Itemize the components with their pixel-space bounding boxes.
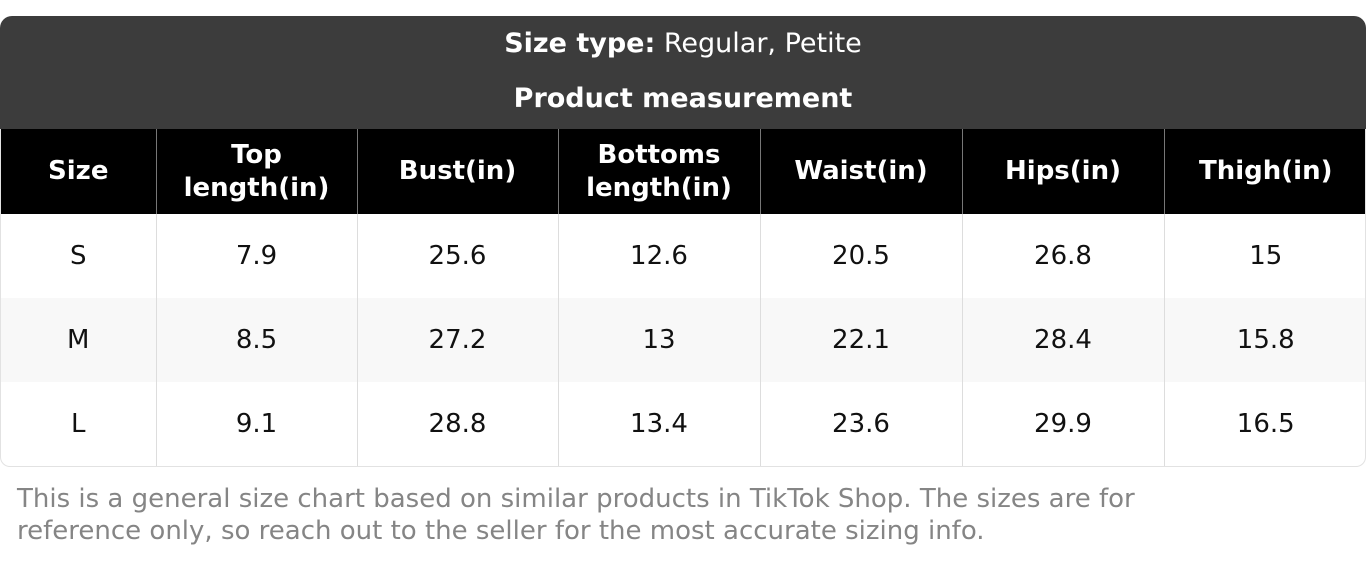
measurement-cell: 15.8 xyxy=(1163,298,1365,382)
measurement-cell: 28.4 xyxy=(961,298,1164,382)
column-header: Size xyxy=(1,129,156,214)
size-cell: M xyxy=(1,298,156,382)
header-row: Size Top length(in) Bust(in) Bottoms length… xyxy=(1,129,1365,214)
measurement-cell: 22.1 xyxy=(759,298,962,382)
measurement-cell: 8.5 xyxy=(155,298,357,382)
chart-header: Size type: Regular, Petite Product measu… xyxy=(0,16,1366,129)
size-type-value: Regular, Petite xyxy=(663,28,862,59)
measurement-cell: 12.6 xyxy=(557,214,760,298)
column-header: Waist(in) xyxy=(759,129,962,214)
table-frame: Size Top length(in) Bust(in) Bottoms length… xyxy=(0,129,1366,467)
column-header: Bust(in) xyxy=(356,129,558,214)
measurement-cell: 13.4 xyxy=(557,382,760,466)
measurement-cell: 20.5 xyxy=(759,214,962,298)
size-cell: L xyxy=(71,409,86,439)
table-body: S 7.9 25.6 12.6 20.5 26.8 15 M 8.5 27.2 13 22.1 28.4… xyxy=(1,214,1365,466)
measurement-cell: 26.8 xyxy=(961,214,1164,298)
measurement-cell: 23.6 xyxy=(759,382,962,466)
size-cell: S xyxy=(69,241,87,271)
measurement-cell: 25.6 xyxy=(356,214,558,298)
measurement-cell: 28.8 xyxy=(356,382,558,466)
size-table: Size Top length(in) Bust(in) Bottoms length… xyxy=(1,129,1365,466)
measurement-cell: 16.5 xyxy=(1163,382,1365,466)
measurement-cell: 13 xyxy=(557,298,760,382)
measurement-cell: 29.9 xyxy=(961,382,1164,466)
table-row: S 7.9 25.6 12.6 20.5 26.8 15 xyxy=(1,214,1365,298)
measurement-cell: 7.9 xyxy=(155,214,357,298)
size-chart: Size type: Regular, Petite Product measu… xyxy=(0,16,1366,467)
table-row: M 8.5 27.2 13 22.1 28.4 15.8 xyxy=(1,298,1365,382)
size-type-label: Size type: xyxy=(504,28,656,59)
measurement-cell: 15 xyxy=(1163,214,1365,298)
footnote: This is a general size chart based on si… xyxy=(17,484,1135,546)
column-header: Top length(in) xyxy=(155,129,357,214)
column-header: Hips(in) xyxy=(961,129,1164,214)
column-header: Bottoms length(in) xyxy=(557,129,760,214)
measurement-cell: 9.1 xyxy=(155,382,357,466)
column-header: Thigh(in) xyxy=(1163,129,1365,214)
size-type: Size type: Regular, Petite xyxy=(0,28,1366,59)
measurement-cell: 27.2 xyxy=(356,298,558,382)
subtitle: Product measurement xyxy=(513,83,853,114)
table-row: L 9.1 28.8 13.4 23.6 29.9 16.5 xyxy=(1,382,1365,466)
